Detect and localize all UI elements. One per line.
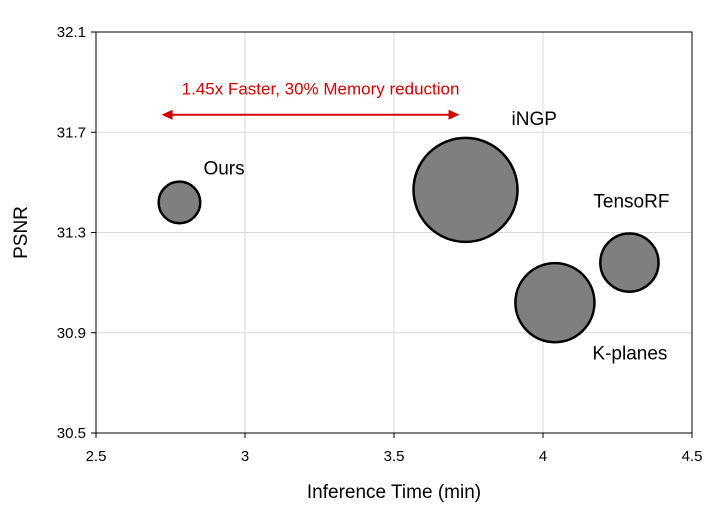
x-axis-label: Inference Time (min) [307,482,481,503]
grid-lines [96,32,692,433]
annotation-text: 1.45x Faster, 30% Memory reduction [182,80,460,99]
y-tick-label: 31.3 [57,225,86,242]
y-tick-label: 31.7 [57,124,86,141]
bubble-k-planes [514,261,596,344]
x-tick-label: 2.5 [86,448,107,465]
y-tick-label: 32.1 [57,24,86,41]
y-tick-label: 30.9 [57,325,86,342]
x-tick-label: 3.5 [384,448,405,465]
bubble-ours [157,180,202,225]
bubble-labels: Ours iNGP TensoRF K-planes [203,109,669,365]
annotation-arrowhead-right [448,109,460,120]
bubble-label-k-planes: K-planes [592,344,667,365]
bubble-tensorf [599,232,660,293]
x-tick-label: 4.5 [682,448,703,465]
annotation-arrowhead-left [161,109,173,120]
tick-labels: 2.5 3 3.5 4 4.5 30.5 30.9 31.3 31.7 32.1 [57,24,703,465]
annotation: 1.45x Faster, 30% Memory reduction [161,80,460,120]
y-tick-label: 30.5 [57,425,86,442]
bubble-label-ours: Ours [203,158,244,179]
bubble-ingp [412,136,519,244]
bubbles [157,136,660,344]
x-tick-label: 3 [241,448,249,465]
bubble-label-tensorf: TensoRF [593,192,669,213]
x-tick-label: 4 [539,448,547,465]
bubble-label-ingp: iNGP [512,109,557,130]
y-axis-label: PSNR [11,206,32,259]
